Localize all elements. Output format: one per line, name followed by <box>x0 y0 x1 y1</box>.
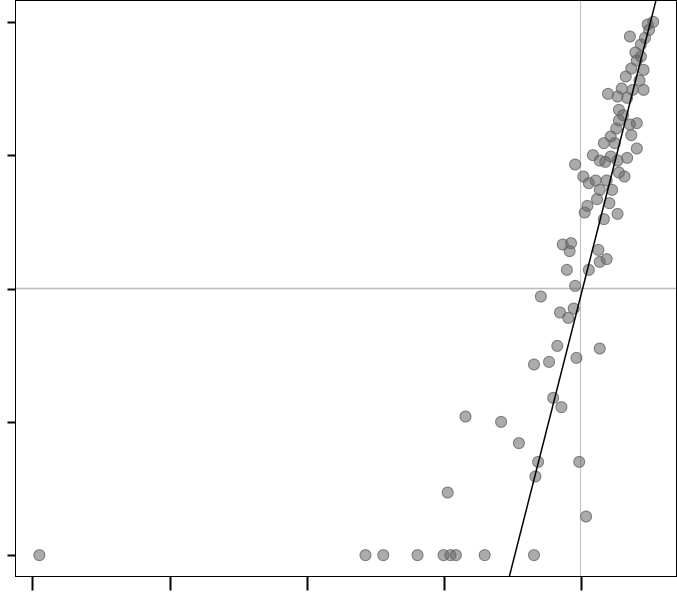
point <box>563 245 576 258</box>
point <box>581 199 594 212</box>
point <box>459 410 472 423</box>
point <box>569 158 582 171</box>
point <box>570 351 583 364</box>
point <box>495 415 508 428</box>
point <box>411 549 424 562</box>
point <box>560 263 573 276</box>
point <box>534 290 547 303</box>
point <box>621 151 634 164</box>
point <box>600 253 613 266</box>
point <box>562 311 575 324</box>
point <box>555 401 568 414</box>
point <box>637 83 650 96</box>
point <box>441 486 454 499</box>
point <box>527 549 540 562</box>
point <box>618 170 631 183</box>
reference-layer <box>15 0 676 576</box>
point <box>593 342 606 355</box>
point <box>359 549 372 562</box>
point <box>449 549 462 562</box>
point <box>611 207 624 220</box>
point <box>543 355 556 368</box>
fit-layer <box>508 0 657 576</box>
point <box>612 103 625 116</box>
point <box>580 510 593 523</box>
fit-line <box>508 0 657 576</box>
point <box>625 129 638 142</box>
point <box>527 358 540 371</box>
point <box>606 183 619 196</box>
point <box>569 279 582 292</box>
point <box>33 549 46 562</box>
point <box>630 117 643 130</box>
point <box>592 243 605 256</box>
point <box>591 193 604 206</box>
point <box>573 455 586 468</box>
point <box>512 437 525 450</box>
point <box>623 30 636 43</box>
point <box>630 142 643 155</box>
point <box>377 549 390 562</box>
point <box>551 339 564 352</box>
point <box>478 549 491 562</box>
